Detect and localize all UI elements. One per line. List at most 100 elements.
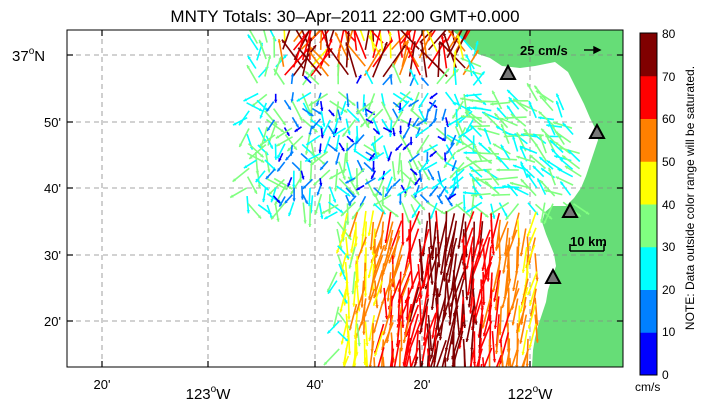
current-vector-arrow [431,271,438,310]
current-vector-arrowhead [239,121,243,126]
current-vector-arrow [372,30,382,59]
current-vector-arrow [499,117,518,127]
current-vector-arrow [309,204,312,228]
current-vector-arrow [268,178,285,196]
current-vector-arrowhead [500,144,504,149]
current-vector-arrowhead [446,150,450,155]
current-vector-arrowhead [301,34,306,38]
current-vector-arrowhead [339,273,343,277]
current-vector-arrowhead [403,377,406,380]
current-vector-arrowhead [423,342,427,346]
current-vector-arrow [477,127,500,136]
current-vector-arrowhead [525,363,529,367]
current-vector-arrow [453,357,456,367]
current-vector-arrow [501,278,512,309]
current-vector-arrow [389,348,395,367]
current-vector-arrow [247,34,259,51]
current-vector-arrowhead [346,293,350,297]
current-vector-arrowhead [320,166,324,170]
current-vector-arrow [321,203,339,215]
current-vector-arrowhead [428,32,432,36]
current-vector-arrow [410,30,417,51]
grid-lines [67,30,623,367]
current-vector-arrowhead [539,95,543,100]
current-vector-arrowhead [517,102,522,106]
current-vector-arrow [538,110,555,127]
current-vector-arrow [469,278,475,314]
current-vector-arrowhead [419,295,423,299]
current-vector-arrow [408,286,420,323]
current-vector-arrow [356,108,370,129]
current-vector-arrowhead [449,174,454,179]
current-vector-arrowhead [472,378,475,381]
current-vector-arrow [421,288,429,323]
current-vector-arrowhead [490,102,494,106]
lon-label-122w: 122oW [508,384,554,403]
current-vector-arrowhead [529,302,533,306]
current-vector-arrowhead [541,128,545,133]
current-vector-arrowhead [339,309,343,313]
current-vector-arrowhead [493,325,498,329]
colorbar-tick-40: 40 [662,198,676,212]
colorbar-segment [640,246,657,290]
current-vector-arrow [469,348,476,367]
current-vector-arrowhead [280,128,284,133]
current-vector-arrowhead [470,125,474,129]
current-vector-arrow [329,30,335,42]
current-vector-arrowhead [445,68,450,72]
current-vector-arrowhead [388,259,392,264]
current-vector-arrowhead [557,168,561,172]
current-vector-arrow [452,331,455,367]
current-vector-arrowhead [267,55,272,59]
current-vector-arrowhead [318,111,322,115]
lat-label-20: 20' [44,314,61,329]
current-vector-arrow [523,128,538,146]
current-vector-arrow [232,167,250,183]
lon-label-40: 40' [307,377,324,392]
current-vector-arrowhead [401,242,405,246]
current-vector-arrow [454,297,461,337]
current-vector-arrowhead [533,133,537,138]
current-vector-arrow [399,169,417,186]
current-vector-arrowhead [262,198,266,203]
current-vector-arrowhead [271,216,275,220]
current-vector-arrowhead [527,173,531,178]
current-vector-arrow [309,159,313,183]
current-vector-arrow [427,30,437,42]
current-vector-arrow [437,41,441,78]
current-vector-arrowhead [369,120,373,124]
current-vector-arrowhead [527,291,531,296]
current-vector-arrowhead [562,123,567,127]
current-vector-arrowhead [466,292,471,296]
current-vector-arrow [534,253,539,281]
current-vector-arrowhead [350,138,354,143]
current-vector-arrow [410,108,428,125]
current-vector-arrowhead [496,126,500,130]
station-triangle-icon [561,201,579,218]
current-vector-arrowhead [513,98,517,102]
current-vector-arrowhead [495,177,499,181]
current-vector-arrowhead [406,238,410,242]
current-vector-arrow [539,179,556,197]
current-vector-arrow [334,169,339,192]
current-vector-arrow [258,39,267,60]
current-vector-arrowhead [547,119,551,124]
current-vector-arrow [422,30,428,59]
current-vector-arrow [448,288,455,326]
current-vector-arrow [348,246,356,269]
current-vector-arrowhead [341,147,345,152]
current-vector-arrowhead [371,175,375,179]
current-vector-arrowhead [488,147,492,151]
current-vector-arrowhead [308,37,313,41]
current-vector-arrow [510,349,519,367]
current-vector-arrowhead [552,121,557,125]
current-vector-arrowhead [469,173,473,177]
current-vector-arrowhead [443,137,447,141]
current-vector-arrowhead [356,117,360,122]
current-vector-arrowhead [247,34,251,39]
current-vector-arrowhead [329,175,333,179]
current-vector-arrowhead [348,378,351,381]
current-vector-arrow [409,355,412,367]
current-vector-arrowhead [300,196,305,200]
current-vector-arrowhead [481,267,485,271]
